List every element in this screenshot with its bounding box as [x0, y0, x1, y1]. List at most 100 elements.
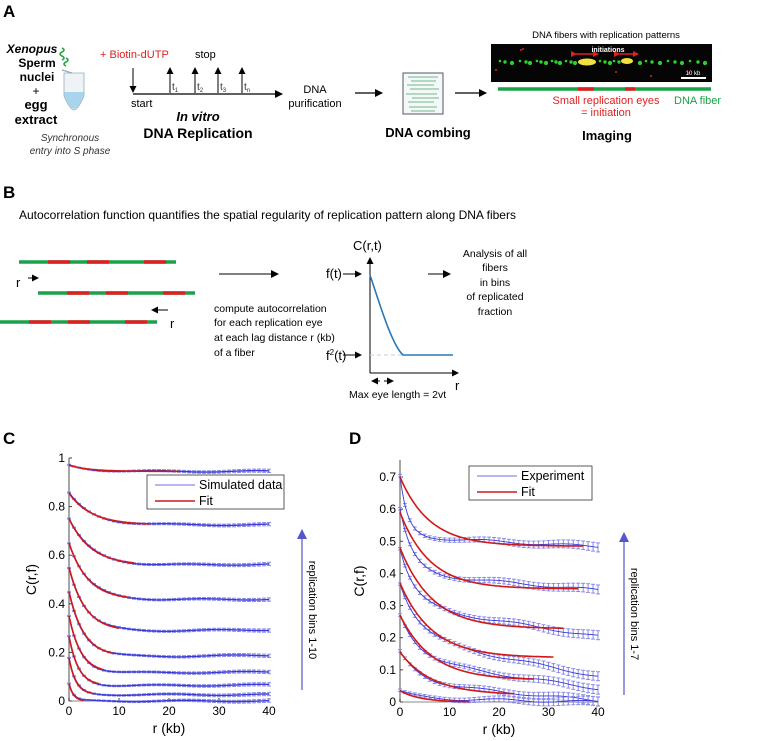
compute-line: compute autocorrelation [214, 303, 327, 315]
y-tick-label: 0.7 [379, 470, 396, 484]
green-dot [637, 60, 643, 66]
red-dot [522, 48, 524, 50]
green-dot [509, 60, 515, 66]
green-dot [554, 60, 558, 64]
x-tick-label: 20 [492, 705, 506, 719]
dna-replication-text: DNA Replication [143, 125, 252, 141]
green-dot [550, 59, 554, 63]
x-tick-label: 30 [542, 705, 556, 719]
x-tick-label: 20 [162, 704, 176, 718]
plus-text: + [32, 84, 39, 98]
sync-text-1: Synchronous [41, 133, 99, 144]
panel-label-c: C [3, 429, 15, 448]
y-tick-label: 0 [58, 694, 65, 708]
r-axis-label: r [455, 378, 460, 393]
shifted-fibers [0, 260, 195, 324]
analysis-line: fibers [482, 262, 508, 274]
y-tick-label: 0.6 [379, 502, 396, 516]
green-dot [498, 59, 502, 63]
start-text: start [131, 98, 152, 110]
chart-c: 0 10 20 30 40 0 0.2 0.4 0.6 0.8 1 r (kb) C(r,f) Simul… [23, 451, 318, 736]
compute-text: compute autocorrelation for each replica… [214, 303, 335, 359]
egg-text: egg [24, 97, 47, 112]
fit-line [68, 464, 179, 473]
dna-fiber-text: DNA fiber [674, 95, 721, 107]
compute-line: at each lag distance r (kb) [214, 332, 335, 344]
extract-text: extract [15, 112, 58, 127]
experiment-line [399, 650, 599, 703]
analysis-text: Analysis of all fibers in bins of replic… [463, 248, 527, 318]
in-vitro-text: In vitro [176, 109, 219, 124]
fit-line [399, 512, 579, 590]
fit-line [68, 492, 149, 525]
green-dot [650, 60, 654, 64]
f2-base: f [326, 348, 330, 363]
green-dot [673, 60, 677, 64]
y-tick-label: 0.5 [379, 534, 396, 548]
panel-label-b: B [3, 183, 15, 202]
y-tick-label: 0.1 [379, 663, 396, 677]
fit-line [399, 651, 514, 695]
autocorrelation-schematic: C(r,t) f(t) f2(t) Max eye length = 2vt r [326, 238, 460, 401]
data-series-line [68, 657, 269, 697]
green-dot [617, 60, 621, 64]
fit-line [68, 567, 120, 629]
sync-text-2: entry into S phase [30, 146, 111, 157]
purification-text-1: DNA [303, 84, 327, 96]
y-tick-label: 0.3 [379, 599, 396, 613]
imaging-text: Imaging [582, 128, 632, 143]
green-dot [603, 60, 607, 64]
initiations-text: initiations [591, 47, 624, 54]
y-axis-label: C(r,f) [23, 564, 39, 595]
fit-line [68, 615, 105, 671]
fit-line [399, 582, 554, 658]
extract-label: Xenopus Sperm nuclei + egg extract [6, 42, 58, 127]
red-dot [520, 49, 522, 51]
fit-line [68, 591, 115, 655]
data-series-line [68, 635, 269, 687]
red-dot [650, 75, 652, 77]
bins-label: replication bins 1-7 [628, 568, 640, 660]
red-dot [688, 72, 690, 74]
time-label: t3 [220, 82, 227, 94]
x-tick-label: 10 [443, 705, 457, 719]
r-label-1: r [16, 275, 21, 290]
max-eye-label: Max eye length = 2vt [349, 389, 446, 401]
purification-text-2: purification [288, 98, 341, 110]
f2-sup: 2 [330, 348, 335, 357]
fit-line [68, 683, 85, 702]
green-dot [569, 60, 573, 64]
fit-line [68, 542, 130, 599]
biotin-text: + Biotin-dUTP [100, 49, 169, 61]
c-rt-label: C(r,t) [353, 238, 382, 253]
stop-text: stop [195, 49, 216, 61]
legend-label-data: Simulated data [199, 478, 282, 492]
x-tick-label: 0 [397, 705, 404, 719]
compute-line: for each replication eye [214, 317, 323, 329]
green-dot [607, 60, 613, 66]
analysis-line: Analysis of all [463, 248, 527, 260]
experiment-line [399, 548, 599, 636]
y-tick-label: 0 [389, 695, 396, 709]
panel-b: B Autocorrelation function quantifies th… [0, 183, 527, 401]
panel-label-a: A [3, 2, 15, 21]
timeline: t1 t2 t3 tn [129, 67, 283, 98]
eyes-text-1: Small replication eyes [553, 95, 660, 107]
green-dot [696, 60, 700, 64]
green-dot [524, 60, 528, 64]
green-dot [702, 60, 708, 66]
y-tick-label: 0.2 [379, 631, 396, 645]
sperm-text: Sperm [18, 56, 55, 70]
experiment-line [399, 475, 599, 548]
legend-box [146, 474, 285, 510]
panel-label-d: D [349, 429, 361, 448]
experiment-line [399, 583, 599, 677]
x-axis-label: r (kb) [153, 720, 186, 736]
green-dot [564, 59, 568, 63]
f2-t-label: f2(t) [326, 348, 346, 363]
chart-d: 0 10 20 30 40 0 0.1 0.2 0.3 0.4 0.5 0.6 0.7 r (kb) C(r… [351, 460, 640, 737]
fibers-title: DNA fibers with replication patterns [532, 30, 680, 41]
fit-line [399, 690, 470, 703]
fiber-micrograph: initiations 10 kb [491, 44, 712, 82]
x-tick-label: 10 [112, 704, 126, 718]
